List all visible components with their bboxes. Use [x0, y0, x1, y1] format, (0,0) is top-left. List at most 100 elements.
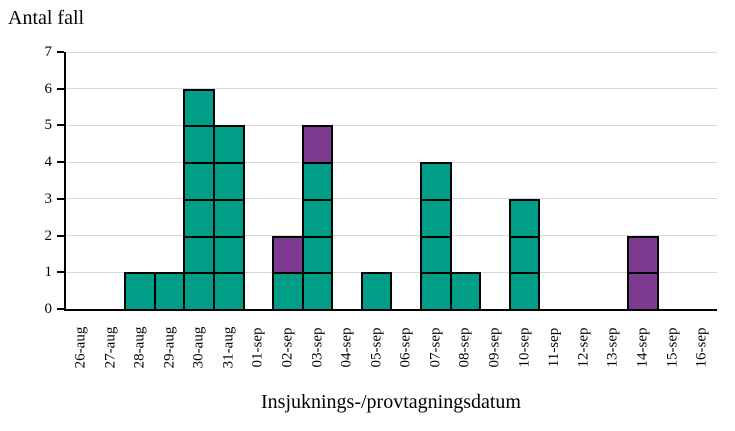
y-axis-tick	[57, 124, 64, 127]
x-tick-label: 06-sep	[392, 314, 422, 380]
x-tick-label: 13-sep	[599, 314, 629, 380]
case-cell	[183, 88, 215, 128]
case-cell	[420, 162, 452, 201]
x-tick-label-text: 08-sep	[456, 327, 473, 367]
y-axis-tick	[57, 234, 64, 237]
plot-area	[64, 51, 717, 311]
x-tick-label-text: 11-sep	[545, 327, 562, 367]
x-tick-label: 31-aug	[214, 314, 244, 380]
x-tick-label: 14-sep	[628, 314, 658, 380]
case-cell	[212, 125, 245, 165]
x-tick-label: 09-sep	[480, 314, 510, 380]
x-tick-label-text: 07-sep	[427, 327, 444, 367]
x-tick-label-text: 28-aug	[131, 326, 148, 368]
y-tick-label: 7	[44, 44, 53, 60]
x-tick-label-text: 13-sep	[604, 327, 621, 367]
case-cell	[627, 235, 659, 275]
case-cell	[508, 198, 541, 238]
case-cell	[508, 272, 541, 311]
x-tick-label: 02-sep	[273, 314, 303, 380]
x-tick-label: 16-sep	[687, 314, 717, 380]
x-tick-label-text: 26-aug	[72, 326, 89, 368]
x-tick-label: 26-aug	[66, 314, 96, 380]
case-cell	[272, 235, 304, 275]
case-cell	[183, 198, 215, 238]
case-cell	[301, 235, 334, 275]
case-cell	[272, 272, 304, 311]
gridline	[66, 88, 717, 90]
gridline	[66, 161, 717, 163]
x-tick-label-text: 04-sep	[338, 327, 355, 367]
case-cell	[360, 272, 393, 311]
case-cell	[301, 198, 334, 238]
x-tick-label: 12-sep	[569, 314, 599, 380]
case-cell	[301, 272, 334, 311]
x-tick-label: 11-sep	[539, 314, 569, 380]
case-cell	[508, 235, 541, 275]
x-tick-label: 29-aug	[155, 314, 185, 380]
y-axis-title: Antal fall	[8, 7, 85, 29]
gridline	[66, 124, 717, 126]
x-tick-label-text: 31-aug	[220, 326, 237, 368]
x-tick-label-text: 06-sep	[397, 327, 414, 367]
x-tick-label: 08-sep	[451, 314, 481, 380]
x-tick-label: 04-sep	[332, 314, 362, 380]
x-tick-label-text: 14-sep	[634, 327, 651, 367]
case-cell	[183, 162, 215, 201]
x-tick-label-text: 02-sep	[279, 327, 296, 367]
x-tick-label-text: 30-aug	[190, 326, 207, 368]
x-tick-label-text: 12-sep	[575, 327, 592, 367]
x-tick-label-text: 05-sep	[368, 327, 385, 367]
y-tick-label: 4	[44, 154, 53, 171]
x-tick-label-text: 10-sep	[516, 327, 533, 367]
y-tick-label: 3	[44, 190, 53, 207]
case-cell	[212, 235, 245, 275]
x-tick-label: 27-aug	[96, 314, 126, 380]
y-axis-tick	[57, 271, 64, 274]
x-tick-label-text: 27-aug	[101, 326, 118, 368]
case-cell	[183, 272, 215, 311]
y-tick-label: 5	[44, 117, 53, 134]
case-cell	[420, 272, 452, 311]
x-axis-title: Insjuknings-/provtagningsdatum	[261, 391, 521, 413]
case-cell	[212, 198, 245, 238]
case-cell	[449, 272, 482, 311]
x-tick-label: 03-sep	[303, 314, 333, 380]
x-tick-label-text: 15-sep	[664, 327, 681, 367]
x-tick-label-text: 29-aug	[161, 326, 178, 368]
case-cell	[124, 272, 156, 311]
x-tick-label-text: 03-sep	[309, 327, 326, 367]
case-cell	[301, 162, 334, 201]
case-cell	[212, 272, 245, 311]
y-tick-label: 2	[44, 227, 53, 244]
case-cell	[301, 125, 334, 165]
gridline	[66, 198, 717, 200]
x-tick-label: 15-sep	[658, 314, 688, 380]
gridline	[66, 271, 717, 273]
case-cell	[212, 162, 245, 201]
case-cell	[627, 272, 659, 311]
case-cell	[183, 125, 215, 165]
y-axis-tick	[57, 87, 64, 90]
x-tick-label: 01-sep	[244, 314, 274, 380]
case-cell	[183, 235, 215, 275]
y-axis-tick	[57, 161, 64, 164]
x-tick-label-text: 09-sep	[486, 327, 503, 367]
case-cell	[153, 272, 186, 311]
x-tick-label: 05-sep	[362, 314, 392, 380]
y-tick-label: 1	[44, 264, 53, 281]
y-axis-tick	[57, 51, 64, 53]
x-tick-label: 30-aug	[184, 314, 214, 380]
x-tick-label: 07-sep	[421, 314, 451, 380]
gridline	[66, 235, 717, 237]
x-tick-label: 28-aug	[125, 314, 155, 380]
y-axis-tick	[57, 197, 64, 200]
x-tick-label-text: 16-sep	[693, 327, 710, 367]
case-cell	[420, 235, 452, 275]
case-cell	[420, 198, 452, 238]
x-tick-label-text: 01-sep	[249, 327, 266, 367]
y-axis-tick	[57, 308, 64, 310]
gridline	[66, 51, 717, 53]
x-tick-label: 10-sep	[510, 314, 540, 380]
